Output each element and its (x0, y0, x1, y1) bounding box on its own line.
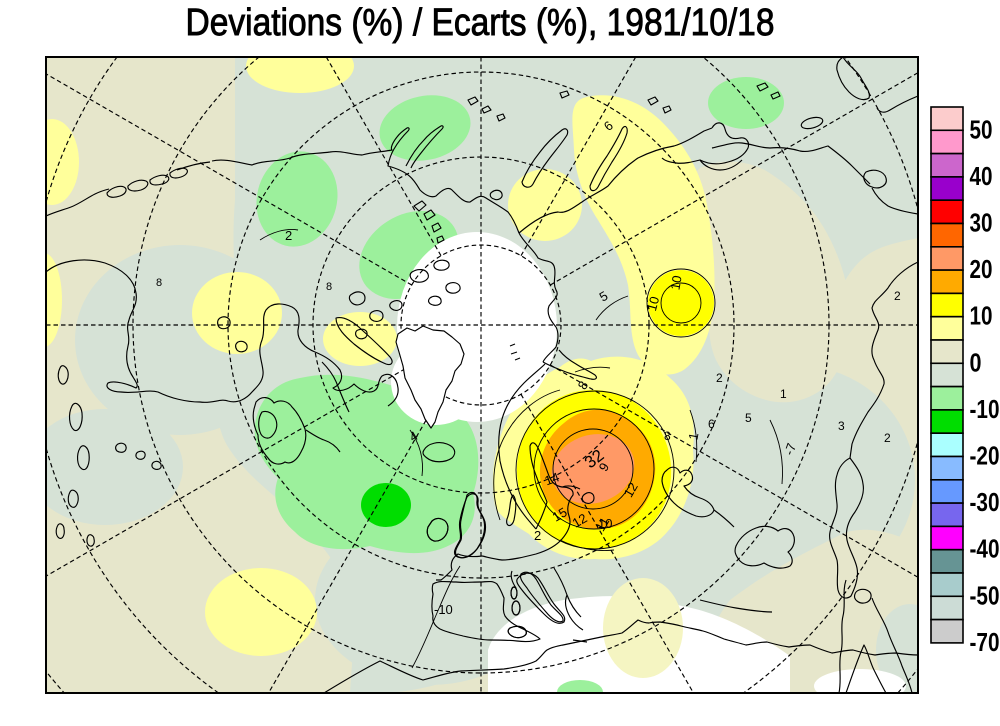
svg-text:2: 2 (884, 431, 891, 445)
svg-text:20: 20 (970, 254, 993, 284)
svg-text:-10: -10 (970, 394, 1000, 424)
svg-text:-7: -7 (781, 441, 799, 457)
svg-text:0: 0 (970, 347, 982, 377)
svg-text:10: 10 (667, 274, 684, 291)
svg-text:10: 10 (644, 295, 662, 313)
svg-text:-70: -70 (970, 627, 1000, 657)
svg-text:40: 40 (970, 161, 993, 191)
svg-text:-20: -20 (970, 441, 1000, 471)
svg-text:8: 8 (326, 281, 332, 293)
svg-text:-30: -30 (970, 487, 1000, 517)
svg-text:5: 5 (745, 411, 752, 425)
svg-text:10: 10 (970, 301, 993, 331)
svg-text:11: 11 (593, 515, 613, 534)
svg-text:2: 2 (534, 528, 541, 543)
svg-text:1: 1 (780, 387, 787, 401)
svg-text:3: 3 (838, 419, 845, 433)
svg-text:10: 10 (598, 516, 612, 531)
svg-text:14: 14 (543, 469, 562, 488)
svg-text:12: 12 (621, 480, 641, 500)
svg-text:2: 2 (285, 228, 292, 243)
svg-text:8: 8 (156, 277, 162, 289)
svg-text:15: 15 (550, 504, 570, 524)
svg-text:-10: -10 (434, 602, 453, 617)
svg-text:8: 8 (664, 429, 671, 443)
svg-text:12: 12 (570, 510, 590, 530)
svg-text:-50: -50 (970, 580, 1000, 610)
svg-text:30: 30 (970, 208, 993, 238)
svg-text:50: 50 (970, 114, 993, 144)
svg-text:2: 2 (894, 289, 901, 303)
svg-text:6: 6 (708, 417, 715, 431)
svg-text:2: 2 (716, 371, 723, 385)
svg-text:-40: -40 (970, 534, 1000, 564)
svg-text:1: 1 (685, 431, 701, 441)
svg-text:Deviations (%) / Ecarts (%), 1: Deviations (%) / Ecarts (%), 1981/10/18 (186, 2, 775, 44)
